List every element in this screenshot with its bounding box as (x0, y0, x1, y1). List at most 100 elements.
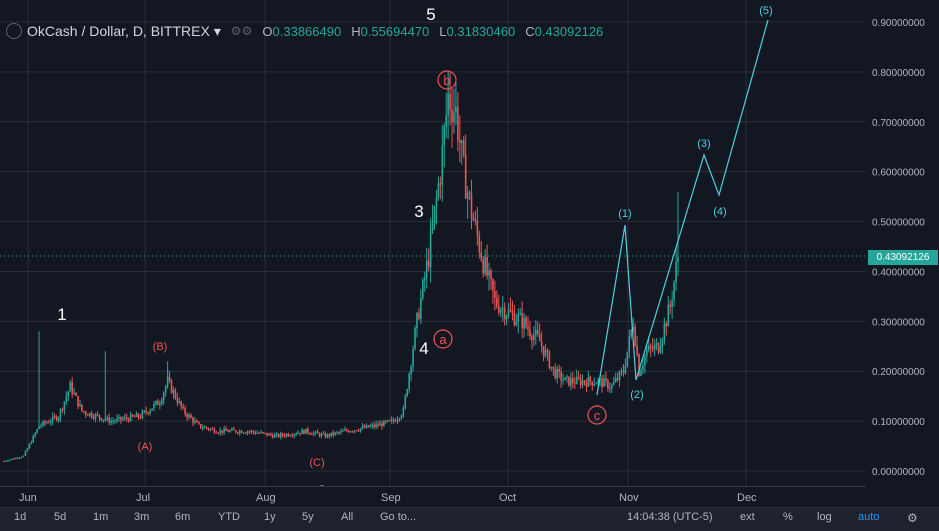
candle-body (98, 415, 101, 419)
candle-body (104, 419, 107, 421)
candle-body (287, 434, 290, 436)
range-1d[interactable]: 1d (14, 511, 27, 523)
candle-body (235, 430, 237, 433)
wave-label: (C) (309, 457, 324, 469)
candle-body (67, 391, 70, 397)
range-1y[interactable]: 1y (264, 511, 276, 523)
candle-body (326, 434, 329, 438)
time-tick-label: Aug (256, 492, 276, 504)
chevron-down-icon[interactable]: ▾ (213, 22, 221, 39)
time-axis[interactable]: Jun Jul Aug Sep Oct Nov Dec (0, 486, 866, 507)
candle-body (75, 393, 77, 396)
candle-body (12, 458, 15, 460)
candle-body (482, 259, 485, 274)
candle-body (457, 106, 459, 141)
candle-body (671, 300, 673, 307)
log-toggle[interactable]: log (817, 511, 832, 523)
collapse-icon[interactable] (6, 23, 22, 39)
candle-body (416, 312, 418, 329)
range-5y[interactable]: 5y (302, 511, 314, 523)
candle-body (612, 382, 615, 385)
candle-body (630, 329, 633, 337)
candle-body (560, 371, 562, 381)
candle-body (647, 345, 650, 350)
wave-label: (1) (618, 208, 631, 220)
candle-body (110, 421, 112, 423)
candle-body (396, 419, 399, 422)
candle-body (266, 432, 268, 436)
candle-body (262, 432, 264, 434)
candle-body (655, 343, 658, 345)
candle-body (618, 371, 621, 380)
candle-body (595, 383, 597, 385)
candle-body (141, 411, 144, 418)
goto-button[interactable]: Go to... (380, 511, 417, 523)
candle-body (509, 309, 512, 312)
candle-body (402, 408, 405, 416)
range-5d[interactable]: 5d (54, 511, 67, 523)
current-price-badge: 0.43092126 (868, 250, 938, 265)
auto-toggle[interactable]: auto (858, 511, 880, 523)
circled-wave-marker (437, 70, 457, 90)
range-all[interactable]: All (341, 511, 354, 523)
candle-body (575, 376, 578, 384)
candle-body (289, 435, 292, 437)
candle-body (174, 390, 177, 399)
candle-body (40, 425, 42, 427)
time-axis-labels: Jun Jul Aug Sep Oct Nov Dec (19, 492, 757, 504)
range-3m[interactable]: 3m (134, 511, 150, 523)
candle-body (466, 192, 469, 199)
candle-body (96, 414, 99, 416)
time-tick-label: Sep (381, 492, 401, 504)
wave-label: 3 (414, 202, 423, 221)
candle-body (609, 387, 611, 389)
settings-icon[interactable]: ⚙ (230, 24, 242, 38)
close-field: C0.43092126 (525, 23, 604, 39)
candle-body (412, 349, 414, 367)
candle-body (513, 312, 516, 326)
time-tick-label: Jun (19, 492, 37, 504)
candle-body (460, 140, 463, 143)
candle-body (515, 322, 518, 326)
candle-body (221, 430, 223, 433)
candle-body (30, 442, 33, 444)
candle-body (361, 426, 364, 429)
wave-label: 5 (426, 5, 435, 24)
range-ytd[interactable]: YTD (218, 511, 240, 523)
price-tick-label: 0.60000000 (872, 168, 925, 179)
candle-body (48, 422, 50, 424)
price-chart[interactable]: 12345(A)(B)(C)abc(1)(2)(3)(4)(5) (0, 0, 866, 501)
range-6m[interactable]: 6m (175, 511, 191, 523)
candle-body (147, 412, 149, 414)
price-tick-label: 0.20000000 (872, 367, 925, 378)
candle-body (497, 306, 500, 313)
low-field: L0.31830460 (439, 23, 516, 39)
wave-label: (A) (138, 441, 153, 453)
candle-body (149, 410, 151, 414)
candle-body (410, 366, 412, 374)
candle-body (254, 432, 257, 434)
gear-icon[interactable]: ⚙ (241, 24, 253, 38)
chart-area[interactable]: 12345(A)(B)(C)abc(1)(2)(3)(4)(5) (0, 0, 867, 501)
candle-body (116, 418, 118, 421)
candle-body (159, 404, 161, 406)
settings-gear-icon[interactable]: ⚙ (907, 511, 918, 525)
ext-toggle[interactable]: ext (740, 511, 755, 523)
candle-body (677, 256, 679, 263)
percent-toggle[interactable]: % (783, 511, 793, 523)
candle-body (371, 424, 373, 427)
candle-body (310, 433, 313, 435)
candle-body (511, 311, 514, 313)
candle-body (554, 368, 557, 379)
candle-body (468, 192, 471, 194)
candle-body (26, 448, 29, 452)
candle-body (367, 425, 370, 428)
range-1m[interactable]: 1m (93, 511, 109, 523)
price-axis[interactable]: 0.90000000 0.80000000 0.70000000 0.60000000… (866, 0, 939, 486)
candle-body (309, 432, 311, 434)
candle-body (673, 281, 675, 301)
candle-body (32, 435, 35, 443)
symbol-title[interactable]: OkCash / Dollar, D, BITTREX (27, 23, 210, 39)
candle-body (213, 428, 216, 433)
candle-body (642, 365, 644, 371)
